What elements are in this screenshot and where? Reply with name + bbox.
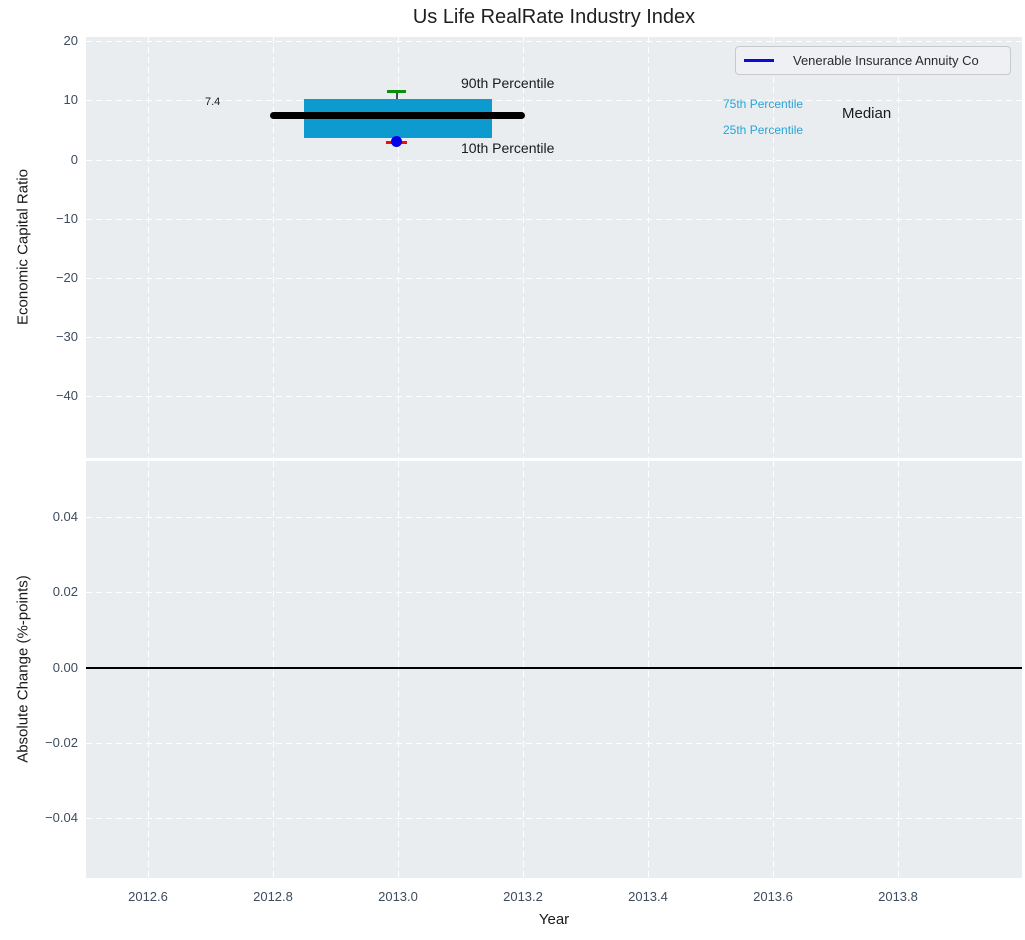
top-y-axis-label: Economic Capital Ratio xyxy=(14,169,32,325)
gridline xyxy=(398,461,399,878)
gridline xyxy=(86,100,1022,101)
gridline xyxy=(86,337,1022,338)
annotation-90th-percentile: 90th Percentile xyxy=(461,75,555,91)
ytick: −20 xyxy=(55,270,78,285)
gridline xyxy=(398,37,399,458)
annotation-75th-percentile: 75th Percentile xyxy=(723,97,804,111)
ytick: 0.04 xyxy=(52,509,78,524)
xtick: 2013.6 xyxy=(753,889,793,904)
gridline xyxy=(86,517,1022,518)
xtick: 2013.0 xyxy=(378,889,418,904)
gridline xyxy=(86,160,1022,161)
bottom-plot-absolute-change xyxy=(86,461,1022,878)
xtick: 2012.8 xyxy=(253,889,293,904)
annotation-median-value: 7.4 xyxy=(205,96,221,108)
gridline xyxy=(648,461,649,878)
whisker-cap-90th xyxy=(387,90,406,93)
gridline xyxy=(648,37,649,458)
bottom-y-axis-label: Absolute Change (%-points) xyxy=(14,575,32,763)
gridline xyxy=(523,461,524,878)
gridline xyxy=(86,396,1022,397)
ytick: −0.02 xyxy=(45,735,78,750)
ytick: 10 xyxy=(63,92,78,107)
gridline xyxy=(273,37,274,458)
xtick: 2012.6 xyxy=(128,889,168,904)
ytick: −10 xyxy=(55,211,78,226)
gridline xyxy=(773,461,774,878)
top-plot-economic-capital-ratio: 7.4 90th Percentile 10th Percentile 75th… xyxy=(86,37,1022,458)
gridline xyxy=(523,37,524,458)
company-value-dot xyxy=(391,136,402,147)
ytick: 0.02 xyxy=(52,584,78,599)
zero-reference-line xyxy=(86,667,1022,669)
ytick: 0.00 xyxy=(52,660,78,675)
gridline xyxy=(86,278,1022,279)
gridline xyxy=(898,461,899,878)
ytick: −30 xyxy=(55,329,78,344)
gridline xyxy=(86,41,1022,42)
ytick: 0 xyxy=(70,152,78,167)
gridline xyxy=(86,219,1022,220)
annotation-25th-percentile: 25th Percentile xyxy=(723,123,804,137)
gridline xyxy=(86,592,1022,593)
gridline xyxy=(273,461,274,878)
ytick: −0.04 xyxy=(45,810,78,825)
gridline xyxy=(898,37,899,458)
xtick: 2013.8 xyxy=(878,889,918,904)
gridline xyxy=(86,743,1022,744)
ytick: −40 xyxy=(55,388,78,403)
legend-label: Venerable Insurance Annuity Co xyxy=(793,53,979,68)
annotation-median-label: Median xyxy=(842,105,892,122)
median-line xyxy=(270,112,525,119)
gridline xyxy=(148,37,149,458)
gridline xyxy=(148,461,149,878)
gridline xyxy=(86,818,1022,819)
xtick: 2013.2 xyxy=(503,889,543,904)
x-axis-label: Year xyxy=(538,911,570,928)
annotation-10th-percentile: 10th Percentile xyxy=(461,140,555,156)
legend-line-swatch xyxy=(744,59,774,62)
chart-title: Us Life RealRate Industry Index xyxy=(412,6,696,28)
legend: Venerable Insurance Annuity Co xyxy=(735,46,1011,75)
gridline xyxy=(773,37,774,458)
xtick: 2013.4 xyxy=(628,889,668,904)
ytick: 20 xyxy=(63,33,78,48)
